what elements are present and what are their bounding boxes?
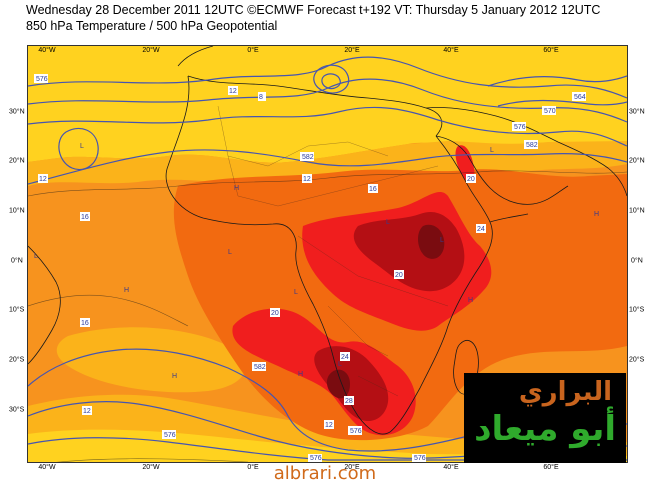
contour-label: 576 <box>514 124 526 131</box>
low-center: L <box>386 219 390 226</box>
country-borders <box>217 105 449 397</box>
lat-label-right: 10°N <box>629 207 645 215</box>
contour-label: 12 <box>229 88 237 95</box>
contour-label: 576 <box>164 432 176 439</box>
lat-label-right: 30°N <box>629 108 645 116</box>
contour-labels: 576 582 582 576 12 12 16 16 16 20 20 24 … <box>34 74 586 462</box>
contour-label: 16 <box>81 214 89 221</box>
lat-label-left: 10°N <box>9 207 25 215</box>
map-title: Wednesday 28 December 2011 12UTC ©ECMWF … <box>26 3 601 17</box>
lon-label-top: 40°W <box>38 47 56 54</box>
contour-label: 20 <box>271 310 279 317</box>
high-center: H <box>468 297 473 304</box>
contour-label: 582 <box>526 142 538 149</box>
contour-label: 582 <box>254 364 266 371</box>
contour-label: 582 <box>302 154 314 161</box>
contour-label: 24 <box>341 354 349 361</box>
temperature-field-yellow-north <box>28 46 627 163</box>
temperature-field-maroon-east <box>417 224 445 259</box>
contour-label: 20 <box>395 272 403 279</box>
contour-label: 12 <box>83 408 91 415</box>
contour-label: 8 <box>259 94 263 101</box>
low-center: L <box>80 143 84 150</box>
contour-label: 12 <box>325 422 333 429</box>
contour-label: 28 <box>345 398 353 405</box>
temperature-field-dark-red-south <box>314 346 389 422</box>
albrari-logo: البراري أبو ميعاد <box>464 373 626 463</box>
low-center: L <box>294 289 298 296</box>
coastlines <box>28 46 627 435</box>
lat-label-right: 20°N <box>629 157 645 165</box>
map-subtitle: 850 hPa Temperature / 500 hPa Geopotenti… <box>26 19 278 33</box>
contour-label: 16 <box>369 186 377 193</box>
contour-label: 20 <box>467 176 475 183</box>
temperature-field-maroon-south <box>326 369 350 399</box>
contour-label: 12 <box>39 176 47 183</box>
lon-label-top: 40°E <box>443 47 459 54</box>
lat-label-right: 10°S <box>629 306 645 314</box>
contour-label: 564 <box>574 94 586 101</box>
contour-label: 576 <box>36 76 48 83</box>
temperature-field-yellow-south-inner <box>28 429 627 462</box>
contour-label: 24 <box>477 226 485 233</box>
contour-label: 576 <box>414 455 426 462</box>
high-center: H <box>298 371 303 378</box>
low-center: L <box>34 253 38 260</box>
site-watermark: albrari.com <box>273 463 377 484</box>
lon-label-top: 20°E <box>344 47 360 54</box>
lat-label-right: 0°N <box>631 257 643 265</box>
forecast-map: 576 582 582 576 12 12 16 16 16 20 20 24 … <box>27 45 628 463</box>
logo-text-bottom: أبو ميعاد <box>474 409 616 449</box>
high-center: H <box>594 211 599 218</box>
lat-label-left: 10°S <box>9 306 25 314</box>
lon-label-bottom: 20°E <box>344 464 360 471</box>
logo-text-top: البراري <box>518 377 612 407</box>
contour-label: 576 <box>310 455 322 462</box>
lon-label-top: 20°W <box>142 47 160 54</box>
high-center: H <box>172 373 177 380</box>
lon-label-top: 0°E <box>247 47 259 54</box>
contour-label: 16 <box>81 320 89 327</box>
lat-label-left: 20°N <box>9 157 25 165</box>
low-center: L <box>228 249 232 256</box>
contour-label: 570 <box>544 108 556 115</box>
high-center: H <box>234 185 239 192</box>
lon-label-bottom: 60°E <box>543 464 559 471</box>
low-center: L <box>440 237 444 244</box>
lon-label-bottom: 40°W <box>38 464 56 471</box>
contour-label: 12 <box>303 176 311 183</box>
low-center: L <box>490 147 494 154</box>
lat-label-left: 30°S <box>9 406 25 414</box>
lon-label-bottom: 40°E <box>443 464 459 471</box>
lon-label-bottom: 0°E <box>247 464 259 471</box>
lon-label-bottom: 20°W <box>142 464 160 471</box>
lon-label-top: 60°E <box>543 47 559 54</box>
contour-label: 576 <box>350 428 362 435</box>
isotherm-lines <box>28 170 627 462</box>
lat-label-right: 20°S <box>629 356 645 364</box>
lat-label-left: 20°S <box>9 356 25 364</box>
temperature-field-atlantic-patch <box>56 327 246 393</box>
low-center: L <box>338 361 342 368</box>
high-center: H <box>124 287 129 294</box>
lat-label-left: 30°N <box>9 108 25 116</box>
lat-label-left: 0°N <box>11 257 23 265</box>
